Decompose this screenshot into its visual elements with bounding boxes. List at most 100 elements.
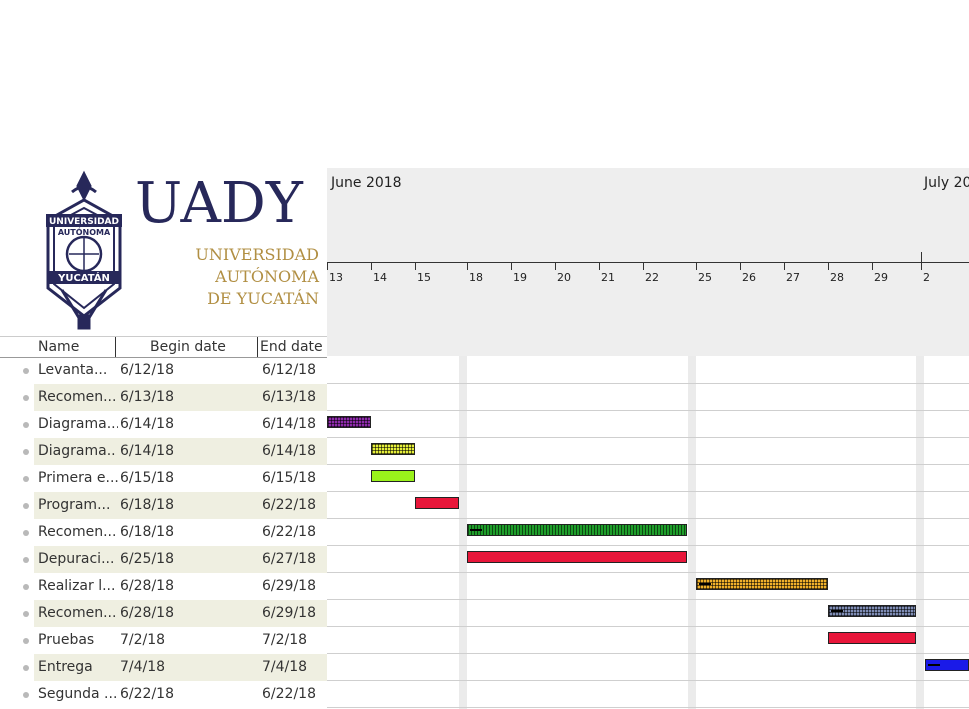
university-seal-icon: UNIVERSIDAD AUTÓNOMA YUCATÁN — [46, 170, 122, 330]
day-tick — [415, 262, 416, 270]
seal-text-bottom: YUCATÁN — [57, 271, 110, 284]
task-bar[interactable] — [696, 578, 828, 590]
task-row[interactable]: Recomen... 6/28/18 6/29/18 — [0, 600, 331, 627]
column-header-end-date[interactable]: End date — [260, 339, 323, 355]
task-name[interactable]: Program... — [34, 492, 118, 519]
task-row[interactable]: Diagrama... 6/14/18 6/14/18 — [0, 411, 327, 438]
task-begin-date[interactable]: 7/4/18 — [116, 654, 260, 681]
task-name[interactable]: Diagrama... — [38, 416, 118, 432]
task-name[interactable]: Primera e... — [38, 470, 118, 486]
task-end-date[interactable]: 6/14/18 — [258, 438, 331, 465]
task-bar[interactable] — [925, 659, 969, 671]
task-end-date[interactable]: 6/14/18 — [262, 416, 316, 432]
task-name[interactable]: Recomen... — [34, 384, 118, 411]
task-name[interactable]: Recomen... — [34, 600, 118, 627]
task-row[interactable]: Recomen... 6/13/18 6/13/18 — [0, 384, 331, 411]
task-end-date[interactable]: 6/22/18 — [258, 492, 331, 519]
task-row[interactable]: Segunda ... 6/22/18 6/22/18 — [0, 681, 327, 708]
university-logo: UNIVERSIDAD AUTÓNOMA YUCATÁN UADY UNIVER… — [34, 168, 327, 336]
day-tick — [371, 262, 372, 270]
task-begin-date[interactable]: 6/18/18 — [120, 524, 174, 540]
weekend-band — [916, 356, 924, 709]
task-bar[interactable] — [371, 443, 415, 455]
day-tick — [511, 262, 512, 270]
day-tick — [740, 262, 741, 270]
task-name[interactable]: Realizar l... — [38, 578, 116, 594]
task-end-date[interactable]: 6/27/18 — [258, 546, 331, 573]
task-name[interactable]: Pruebas — [38, 632, 95, 648]
timeline-axis — [327, 262, 969, 263]
task-name[interactable]: Diagrama... — [34, 438, 118, 465]
task-row[interactable]: Levanta... 6/12/18 6/12/18 — [0, 357, 327, 384]
task-row[interactable]: Program... 6/18/18 6/22/18 — [0, 492, 331, 519]
day-label: 27 — [786, 271, 800, 284]
seal-text-mid: AUTÓNOMA — [58, 226, 111, 237]
task-begin-date[interactable]: 6/25/18 — [116, 546, 260, 573]
task-end-date[interactable]: 6/15/18 — [262, 470, 316, 486]
row-gridline — [327, 464, 969, 465]
task-begin-date[interactable]: 6/22/18 — [120, 686, 174, 702]
column-header-begin-date[interactable]: Begin date — [150, 339, 226, 355]
task-begin-date[interactable]: 7/2/18 — [120, 632, 166, 648]
task-end-date[interactable]: 7/4/18 — [258, 654, 331, 681]
task-bar[interactable] — [828, 632, 916, 644]
task-end-date[interactable]: 6/29/18 — [262, 578, 316, 594]
task-begin-date[interactable]: 6/14/18 — [116, 438, 260, 465]
task-bullet-icon — [23, 584, 29, 590]
task-begin-date[interactable]: 6/18/18 — [116, 492, 260, 519]
task-bar[interactable] — [467, 524, 687, 536]
task-name[interactable]: Levanta... — [38, 362, 108, 378]
task-bar[interactable] — [327, 416, 371, 428]
task-bullet-icon — [23, 638, 29, 644]
column-divider[interactable] — [115, 337, 116, 357]
day-label: 21 — [601, 271, 615, 284]
month-label: June 2018 — [331, 175, 402, 191]
row-gridline — [327, 410, 969, 411]
logo-line-1: UNIVERSIDAD — [195, 245, 319, 264]
day-tick — [555, 262, 556, 270]
task-row[interactable]: Primera e... 6/15/18 6/15/18 — [0, 465, 327, 492]
task-name[interactable]: Depuraci... — [34, 546, 118, 573]
column-header-name[interactable]: Name — [38, 339, 80, 355]
task-row[interactable]: Pruebas 7/2/18 7/2/18 — [0, 627, 327, 654]
day-label: 20 — [557, 271, 571, 284]
logo-line-2: AUTÓNOMA — [215, 267, 319, 286]
day-tick — [643, 262, 644, 270]
task-row[interactable]: Diagrama... 6/14/18 6/14/18 — [0, 438, 331, 465]
task-end-date[interactable]: 6/13/18 — [258, 384, 331, 411]
task-row[interactable]: Entrega 7/4/18 7/4/18 — [0, 654, 331, 681]
task-bar[interactable] — [467, 551, 687, 563]
task-begin-date[interactable]: 6/15/18 — [120, 470, 174, 486]
task-begin-date[interactable]: 6/14/18 — [120, 416, 174, 432]
task-begin-date[interactable]: 6/28/18 — [120, 578, 174, 594]
task-begin-date[interactable]: 6/13/18 — [116, 384, 260, 411]
task-name[interactable]: Segunda ... — [38, 686, 118, 702]
task-row[interactable]: Recomen... 6/18/18 6/22/18 — [0, 519, 327, 546]
day-label: 19 — [513, 271, 527, 284]
row-gridline — [327, 626, 969, 627]
task-end-date[interactable]: 7/2/18 — [262, 632, 308, 648]
task-begin-date[interactable]: 6/28/18 — [116, 600, 260, 627]
task-bar[interactable] — [371, 470, 415, 482]
task-name[interactable]: Entrega — [34, 654, 118, 681]
task-row[interactable]: Depuraci... 6/25/18 6/27/18 — [0, 546, 331, 573]
row-gridline — [327, 680, 969, 681]
day-label: 13 — [329, 271, 343, 284]
task-bar[interactable] — [828, 605, 916, 617]
task-end-date[interactable]: 6/22/18 — [262, 524, 316, 540]
task-begin-date[interactable]: 6/12/18 — [120, 362, 174, 378]
row-gridline — [327, 707, 969, 708]
task-end-date[interactable]: 6/29/18 — [258, 600, 331, 627]
task-row[interactable]: Realizar l... 6/28/18 6/29/18 — [0, 573, 327, 600]
task-bar[interactable] — [415, 497, 459, 509]
column-divider[interactable] — [257, 337, 258, 357]
day-label: 26 — [742, 271, 756, 284]
row-gridline — [327, 653, 969, 654]
row-gridline — [327, 572, 969, 573]
task-end-date[interactable]: 6/12/18 — [262, 362, 316, 378]
day-tick — [327, 262, 328, 270]
day-label: 28 — [830, 271, 844, 284]
task-name[interactable]: Recomen... — [38, 524, 117, 540]
task-end-date[interactable]: 6/22/18 — [262, 686, 316, 702]
progress-marker — [470, 529, 482, 531]
